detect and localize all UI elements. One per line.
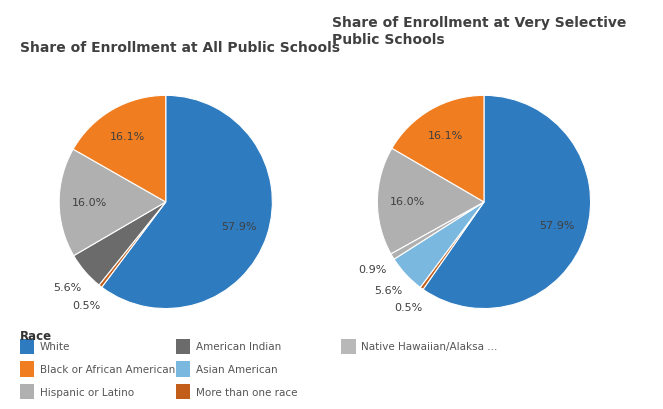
Text: Asian American: Asian American (196, 364, 277, 374)
Wedge shape (377, 149, 484, 254)
Text: White: White (40, 342, 70, 352)
Wedge shape (101, 96, 272, 309)
Text: 5.6%: 5.6% (53, 282, 82, 292)
Wedge shape (59, 150, 166, 256)
Wedge shape (99, 202, 166, 288)
Wedge shape (394, 202, 484, 288)
Text: Hispanic or Latino: Hispanic or Latino (40, 387, 134, 397)
Text: 0.9%: 0.9% (358, 264, 387, 274)
Text: 57.9%: 57.9% (221, 222, 257, 231)
Text: Native Hawaiian/Alaksa ...: Native Hawaiian/Alaksa ... (361, 342, 498, 352)
Text: 16.0%: 16.0% (390, 197, 425, 207)
Text: Share of Enrollment at All Public Schools: Share of Enrollment at All Public School… (20, 41, 340, 55)
Wedge shape (73, 96, 166, 202)
Wedge shape (423, 96, 591, 309)
Text: Race: Race (20, 329, 52, 342)
Text: 0.5%: 0.5% (72, 300, 100, 310)
Text: 57.9%: 57.9% (540, 220, 575, 230)
Text: 16.1%: 16.1% (109, 131, 145, 141)
Wedge shape (420, 202, 484, 290)
Text: American Indian: American Indian (196, 342, 281, 352)
Wedge shape (74, 202, 166, 285)
Wedge shape (392, 96, 484, 202)
Text: More than one race: More than one race (196, 387, 297, 397)
Text: Black or African American: Black or African American (40, 364, 175, 374)
Text: 5.6%: 5.6% (375, 286, 403, 296)
Text: 16.0%: 16.0% (72, 198, 107, 208)
Text: 0.5%: 0.5% (394, 303, 422, 312)
Wedge shape (391, 202, 484, 260)
Text: Share of Enrollment at Very Selective
Public Schools: Share of Enrollment at Very Selective Pu… (332, 16, 626, 47)
Text: 16.1%: 16.1% (428, 131, 463, 141)
